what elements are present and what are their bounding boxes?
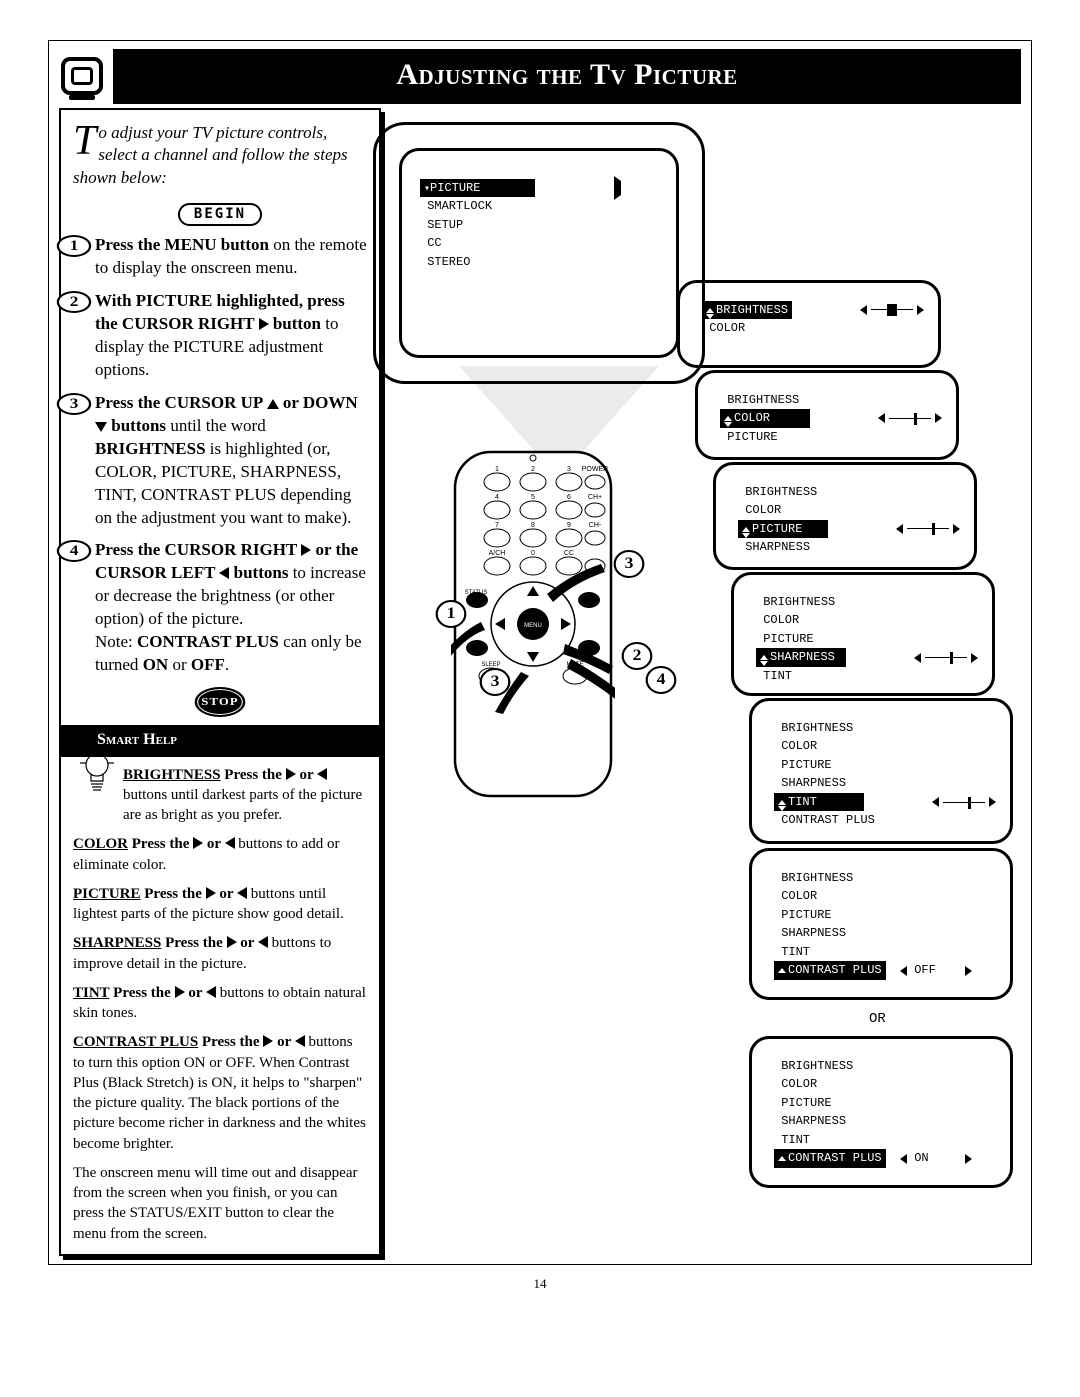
svg-text:6: 6 bbox=[567, 494, 571, 501]
svg-text:CC: CC bbox=[564, 550, 574, 557]
svg-text:SLEEP: SLEEP bbox=[481, 662, 500, 668]
smart-help-body: BRIGHTNESS Press the or buttons until da… bbox=[73, 765, 367, 826]
cursor-down-icon bbox=[95, 422, 107, 432]
page-frame: Adjusting the Tv Picture To adjust your … bbox=[48, 40, 1032, 1265]
svg-text:POWER: POWER bbox=[582, 466, 608, 473]
columns: To adjust your TV picture controls, sele… bbox=[59, 108, 1021, 1256]
remote-control: 1 2 3 POWER 4 5 6 CH+ 7 8 9 CH- A/CH bbox=[451, 444, 615, 804]
svg-text:7: 7 bbox=[495, 522, 499, 529]
header-row: Adjusting the Tv Picture bbox=[59, 49, 1021, 104]
cursor-left-icon bbox=[219, 567, 229, 579]
submenu-brightness: BRIGHTNESS COLOR bbox=[677, 280, 941, 368]
stop-badge: STOP bbox=[195, 687, 246, 717]
step-1-badge: 1 bbox=[57, 235, 92, 257]
right-column: ▾PICTURE SMARTLOCK SETUP CC STEREO bbox=[399, 108, 1021, 1256]
step-3: 3 Press the CURSOR UP or DOWN buttons un… bbox=[73, 392, 367, 530]
help-brightness: BRIGHTNESS Press the or buttons until da… bbox=[123, 765, 367, 826]
arrow-right-icon bbox=[614, 176, 621, 200]
svg-text:4: 4 bbox=[495, 494, 499, 501]
callout-1: 1 bbox=[436, 600, 467, 628]
submenu-picture: BRIGHTNESS COLOR PICTURE SHARPNESS bbox=[713, 462, 977, 570]
left-column: To adjust your TV picture controls, sele… bbox=[59, 108, 381, 1256]
page-title: Adjusting the Tv Picture bbox=[113, 49, 1021, 104]
svg-text:3: 3 bbox=[567, 466, 571, 473]
submenu-color: BRIGHTNESS COLOR PICTURE bbox=[695, 370, 959, 460]
submenu-contrast-on: BRIGHTNESS COLOR PICTURE SHARPNESS TINT … bbox=[749, 1036, 1013, 1188]
callout-3a: 3 bbox=[614, 550, 645, 578]
callout-2: 2 bbox=[622, 642, 653, 670]
svg-text:5: 5 bbox=[531, 494, 535, 501]
callout-4: 4 bbox=[646, 666, 677, 694]
step-4: 4 Press the CURSOR RIGHT or the CURSOR L… bbox=[73, 539, 367, 677]
svg-text:CH+: CH+ bbox=[588, 494, 602, 501]
callout-3b: 3 bbox=[480, 668, 511, 696]
help-color: COLOR Press the or buttons to add or eli… bbox=[73, 834, 367, 875]
begin-pill: BEGIN bbox=[178, 203, 262, 226]
help-contrast: CONTRAST PLUS Press the or buttons to tu… bbox=[73, 1032, 367, 1154]
svg-text:MENU: MENU bbox=[524, 623, 542, 629]
lightbulb-icon bbox=[77, 741, 117, 801]
tv-icon bbox=[61, 57, 103, 95]
intro-text: To adjust your TV picture controls, sele… bbox=[73, 122, 367, 191]
help-final-note: The onscreen menu will time out and disa… bbox=[73, 1163, 367, 1244]
step-2-badge: 2 bbox=[57, 291, 92, 313]
stop-marker: STOP bbox=[73, 687, 367, 717]
or-label: OR bbox=[869, 1010, 886, 1029]
step-1: 1 Press the MENU button on the remote to… bbox=[73, 234, 367, 280]
instructions-box: To adjust your TV picture controls, sele… bbox=[59, 108, 381, 1256]
page-number: 14 bbox=[48, 1275, 1032, 1293]
submenu-tint: BRIGHTNESS COLOR PICTURE SHARPNESS TINT … bbox=[749, 698, 1013, 844]
cursor-right-icon bbox=[259, 318, 269, 330]
dropcap: T bbox=[73, 122, 98, 158]
svg-text:A/CH: A/CH bbox=[489, 550, 506, 557]
svg-text:CH-: CH- bbox=[589, 522, 602, 529]
svg-text:8: 8 bbox=[531, 522, 535, 529]
submenu-contrast-off: BRIGHTNESS COLOR PICTURE SHARPNESS TINT … bbox=[749, 848, 1013, 1000]
main-menu-screen: ▾PICTURE SMARTLOCK SETUP CC STEREO bbox=[399, 148, 679, 358]
step-3-badge: 3 bbox=[57, 393, 92, 415]
help-sharpness: SHARPNESS Press the or buttons to improv… bbox=[73, 933, 367, 974]
cursor-up-icon bbox=[267, 399, 279, 409]
step-4-badge: 4 bbox=[57, 540, 92, 562]
help-tint: TINT Press the or buttons to obtain natu… bbox=[73, 983, 367, 1024]
svg-text:1: 1 bbox=[495, 466, 499, 473]
cursor-right-icon bbox=[301, 544, 311, 556]
svg-text:0: 0 bbox=[531, 550, 535, 557]
submenu-sharpness: BRIGHTNESS COLOR PICTURE SHARPNESS TINT bbox=[731, 572, 995, 696]
step-2: 2 With PICTURE highlighted, press the CU… bbox=[73, 290, 367, 382]
svg-text:9: 9 bbox=[567, 522, 571, 529]
begin-marker: BEGIN bbox=[73, 202, 367, 226]
help-picture: PICTURE Press the or buttons until light… bbox=[73, 884, 367, 925]
svg-text:2: 2 bbox=[531, 466, 535, 473]
